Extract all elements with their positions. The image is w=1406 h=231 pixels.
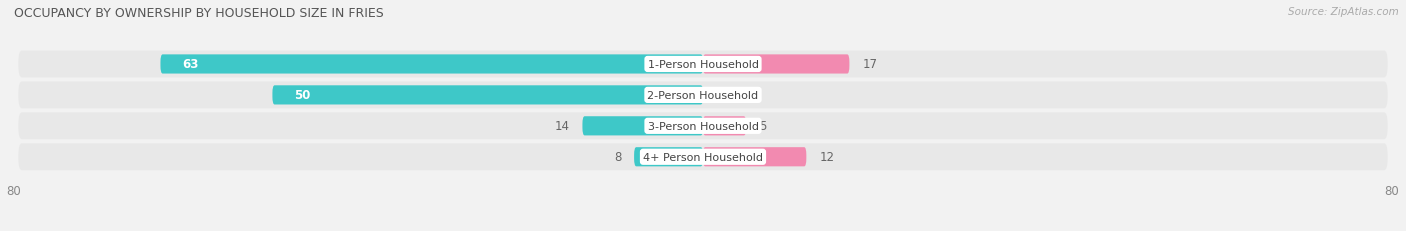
- Text: 8: 8: [614, 151, 621, 164]
- Text: 2-Person Household: 2-Person Household: [647, 91, 759, 100]
- FancyBboxPatch shape: [634, 148, 703, 167]
- Text: 3-Person Household: 3-Person Household: [648, 121, 758, 131]
- FancyBboxPatch shape: [18, 82, 1388, 109]
- Text: OCCUPANCY BY OWNERSHIP BY HOUSEHOLD SIZE IN FRIES: OCCUPANCY BY OWNERSHIP BY HOUSEHOLD SIZE…: [14, 7, 384, 20]
- FancyBboxPatch shape: [18, 144, 1388, 170]
- Text: 1-Person Household: 1-Person Household: [648, 60, 758, 70]
- Text: 50: 50: [294, 89, 311, 102]
- Text: 12: 12: [820, 151, 834, 164]
- Text: 5: 5: [759, 120, 766, 133]
- Text: 0: 0: [716, 89, 723, 102]
- FancyBboxPatch shape: [18, 51, 1388, 78]
- FancyBboxPatch shape: [703, 148, 807, 167]
- FancyBboxPatch shape: [273, 86, 703, 105]
- Text: 63: 63: [181, 58, 198, 71]
- Text: 14: 14: [554, 120, 569, 133]
- FancyBboxPatch shape: [160, 55, 703, 74]
- FancyBboxPatch shape: [582, 117, 703, 136]
- FancyBboxPatch shape: [703, 55, 849, 74]
- Text: 17: 17: [862, 58, 877, 71]
- FancyBboxPatch shape: [703, 117, 747, 136]
- Text: Source: ZipAtlas.com: Source: ZipAtlas.com: [1288, 7, 1399, 17]
- Text: 4+ Person Household: 4+ Person Household: [643, 152, 763, 162]
- FancyBboxPatch shape: [18, 113, 1388, 140]
